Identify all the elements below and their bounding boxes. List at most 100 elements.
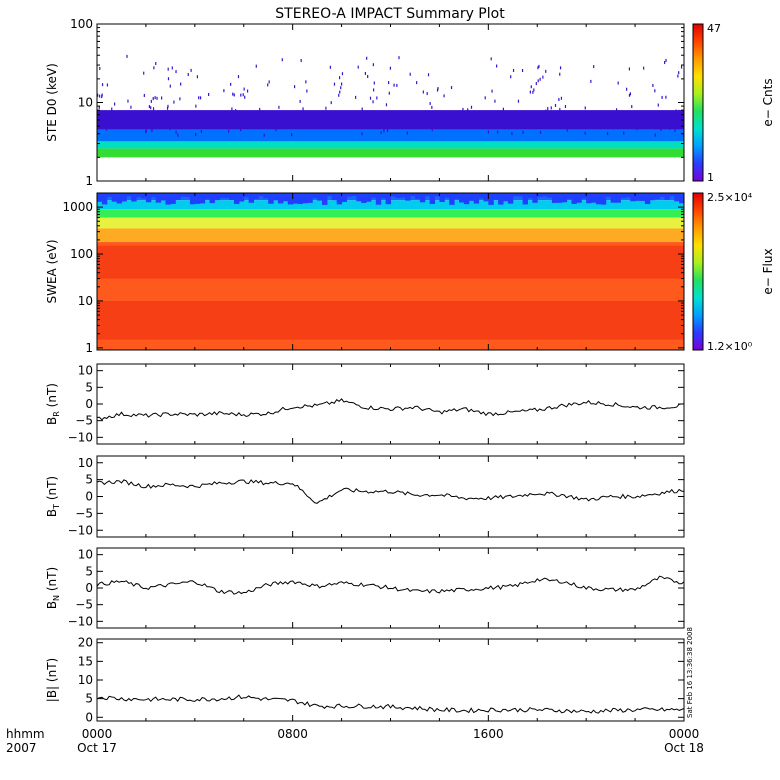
- swea-noise: [595, 193, 602, 205]
- ste-noise: [372, 110, 374, 114]
- ste-band: [97, 141, 684, 149]
- colorbar-max-label: 47: [707, 22, 721, 35]
- ste-noise: [431, 128, 433, 132]
- swea-noise: [185, 193, 191, 197]
- swea-noise: [532, 193, 538, 203]
- swea-noise: [170, 193, 176, 204]
- swea-noise: [375, 193, 382, 205]
- ste-noise: [293, 85, 296, 89]
- ste-noise: [302, 116, 304, 120]
- ste-noise: [198, 96, 200, 100]
- ste-noise: [161, 96, 163, 100]
- ste-noise: [522, 130, 524, 134]
- ste-noise: [665, 58, 667, 62]
- ste-noise: [339, 90, 341, 94]
- swea-noise: [478, 193, 484, 199]
- ste-noise: [626, 87, 628, 91]
- ste-noise: [533, 88, 535, 92]
- swea-noise: [219, 193, 225, 199]
- ste-noise: [143, 71, 145, 75]
- ste-noise: [190, 68, 192, 72]
- swea-noise: [410, 193, 416, 197]
- ste-noise: [388, 91, 390, 95]
- swea-noise: [644, 193, 651, 205]
- swea-noise: [361, 193, 367, 203]
- y-tick-label: 0: [85, 710, 93, 724]
- swea-noise: [512, 193, 519, 197]
- swea-noise: [312, 193, 318, 199]
- y-tick-label: 15: [78, 654, 93, 668]
- ste-noise: [281, 58, 283, 62]
- ste-noise: [484, 96, 486, 100]
- swea-noise: [610, 193, 617, 203]
- ste-noise: [426, 92, 428, 96]
- y-tick-label: −5: [75, 414, 93, 428]
- ste-noise: [325, 106, 327, 110]
- ste-noise: [554, 103, 557, 107]
- swea-noise: [463, 193, 470, 205]
- ste-noise: [537, 79, 539, 83]
- swea-noise: [458, 193, 465, 203]
- ste-noise: [517, 99, 520, 103]
- ste-noise: [396, 83, 398, 87]
- swea-noise: [542, 193, 548, 197]
- ste-noise: [631, 105, 633, 109]
- ste-noise: [550, 106, 552, 110]
- y-tick-label: 5: [85, 564, 93, 578]
- ste-noise: [111, 107, 113, 111]
- ste-noise: [398, 56, 400, 60]
- colorbar-min-label: 1: [707, 171, 714, 184]
- x-row1-label: hhmm: [6, 727, 45, 741]
- ste-noise: [530, 85, 532, 89]
- swea-noise: [434, 193, 440, 197]
- ste-noise: [678, 71, 680, 75]
- ste-noise: [590, 79, 592, 83]
- ste-noise: [246, 89, 249, 93]
- ste-noise: [154, 96, 156, 100]
- ste-noise: [482, 110, 484, 114]
- ste-noise: [497, 130, 499, 134]
- y-tick-label: 1000: [62, 200, 93, 214]
- ste-noise: [300, 58, 302, 62]
- ste-noise: [156, 96, 158, 100]
- swea-noise: [635, 193, 641, 201]
- swea-noise: [507, 193, 514, 204]
- ste-noise: [305, 80, 307, 84]
- swea-noise: [175, 193, 181, 200]
- panel-bt: −10 −5 0 5 10 BT (nT): [45, 455, 685, 538]
- swea-noise: [395, 193, 401, 198]
- ste-noise: [566, 128, 568, 132]
- ste-noise: [470, 105, 473, 109]
- colorbar-title: e− Cnts: [761, 78, 775, 126]
- swea-noise: [669, 193, 675, 197]
- swea-noise: [473, 193, 480, 204]
- swea-noise: [287, 193, 294, 205]
- ste-noise: [179, 97, 181, 101]
- ste-noise: [654, 133, 656, 137]
- y-tick-label: 10: [78, 364, 93, 378]
- ste-noise: [653, 112, 656, 116]
- swea-noise: [468, 193, 475, 201]
- swea-noise: [439, 193, 445, 203]
- swea-noise: [424, 193, 431, 197]
- y-tick-label: 100: [70, 17, 93, 31]
- ste-noise: [416, 81, 418, 85]
- ste-noise: [529, 90, 531, 94]
- ste-noise: [228, 129, 230, 133]
- ste-noise: [330, 101, 332, 105]
- ste-noise: [341, 72, 344, 76]
- y-tick-label: 10: [78, 96, 93, 110]
- ste-noise: [559, 107, 561, 111]
- ste-noise: [559, 72, 561, 76]
- swea-noise: [180, 193, 186, 197]
- ste-noise: [643, 125, 646, 129]
- swea-noise: [605, 193, 612, 197]
- ste-noise: [147, 125, 149, 129]
- swea-noise: [126, 193, 132, 197]
- ste-noise: [105, 127, 108, 131]
- ste-noise: [537, 66, 539, 70]
- ste-noise: [425, 112, 428, 116]
- swea-noise: [664, 193, 670, 200]
- ste-noise: [615, 108, 618, 112]
- ste-noise: [291, 133, 293, 137]
